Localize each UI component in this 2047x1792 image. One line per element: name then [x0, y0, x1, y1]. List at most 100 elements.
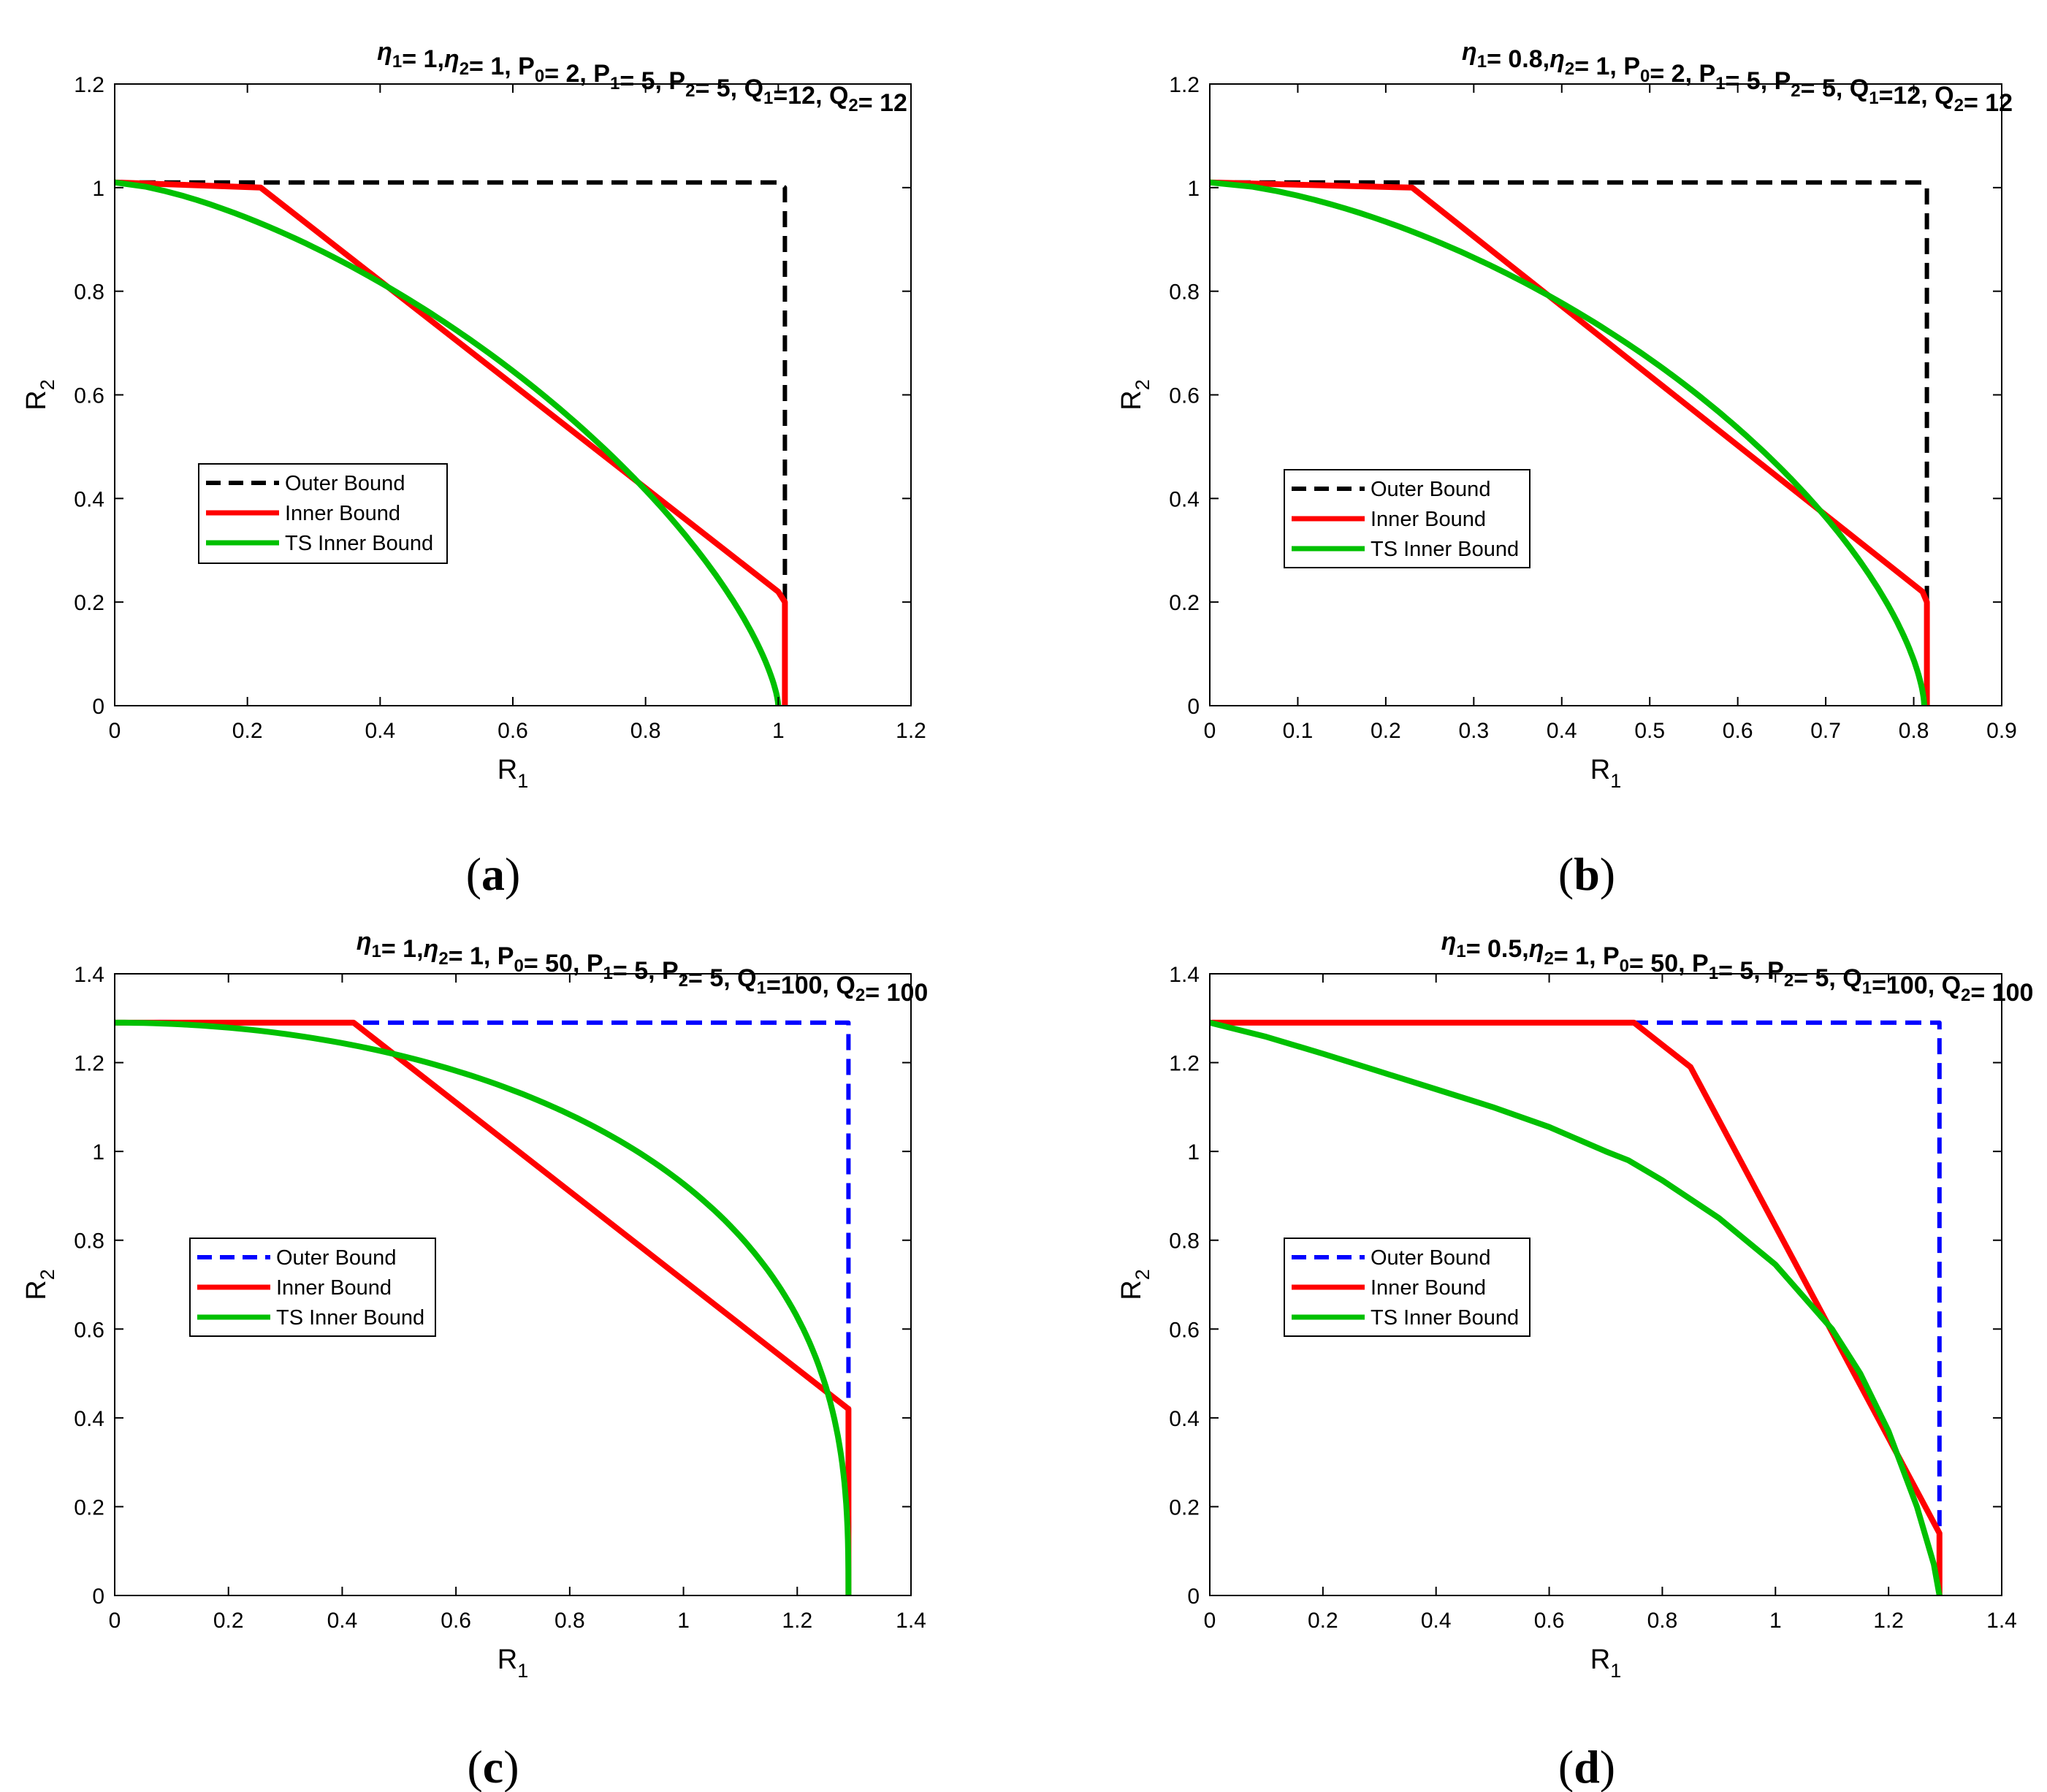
legend-label: Outer Bound — [1371, 1246, 1490, 1270]
y-tick-label: 1 — [1187, 177, 1200, 201]
title-part: = 5, Q — [688, 964, 757, 992]
legend-label: TS Inner Bound — [1371, 538, 1519, 561]
series-line-ts-inner-bound — [114, 179, 782, 706]
x-tick-label: 0 — [109, 719, 121, 743]
legend-label: Outer Bound — [276, 1246, 396, 1270]
title-part: = 1, — [402, 45, 444, 73]
title-subscript: 2 — [1791, 81, 1800, 101]
series-line-ts-inner-bound — [1209, 179, 1927, 706]
legend-label: Outer Bound — [1371, 478, 1490, 501]
legend: Outer Bound Inner Bound TS Inner Bound — [1284, 1238, 1531, 1337]
title-subscript: 2 — [1961, 985, 1970, 1005]
legend-label: TS Inner Bound — [285, 532, 433, 555]
title-part: = 5, Q — [1793, 964, 1862, 992]
y-tick-label: 0.2 — [1169, 591, 1200, 615]
title-subscript: 0 — [1640, 66, 1650, 86]
title-subscript: 2 — [1565, 59, 1574, 79]
y-tick-label: 0.2 — [74, 591, 104, 615]
title-subscript: 0 — [1620, 956, 1629, 976]
title-part: η — [1441, 928, 1457, 956]
y-tick-label: 1.4 — [74, 963, 104, 987]
title-part: =100, Q — [1872, 972, 1961, 999]
title-part: η — [377, 38, 392, 66]
title-part: = 2, P — [544, 60, 610, 88]
y-tick-label: 0.6 — [74, 384, 104, 408]
x-tick-label: 0.7 — [1810, 719, 1841, 743]
title-part: = 5, P — [620, 67, 685, 95]
panel-b: η1= 0.8,η2= 1, P0= 2, P1= 5, P2= 5, Q1=1… — [1116, 38, 2017, 900]
series-line-outer-bound — [115, 1020, 851, 1595]
x-tick-label: 0.4 — [365, 719, 395, 743]
x-tick-label: 0.8 — [1647, 1609, 1678, 1633]
title-part: = 0.5, — [1466, 935, 1529, 963]
x-tick-label: 1 — [1769, 1609, 1782, 1633]
y-axis-label: R2 — [21, 379, 58, 410]
y-tick-label: 0 — [92, 695, 104, 719]
x-tick-label: 1.2 — [1873, 1609, 1904, 1633]
title-part: η — [1462, 38, 1477, 66]
title-subscript: 2 — [1954, 96, 1964, 115]
title-subscript: 0 — [514, 956, 523, 976]
title-subscript: 1 — [1477, 52, 1487, 72]
title-part: = 5, Q — [1801, 75, 1869, 102]
x-tick-label: 0.2 — [232, 719, 263, 743]
x-tick-label: 1.2 — [782, 1609, 812, 1633]
title-subscript: 2 — [848, 96, 858, 115]
title-part: = 12 — [858, 89, 907, 117]
title-part: = 1, — [381, 935, 424, 963]
x-axis-label: R1 — [498, 755, 528, 792]
series-line-ts-inner-bound — [115, 1019, 852, 1596]
y-tick-label: 0.6 — [1169, 384, 1200, 408]
x-axis-label: R1 — [498, 1644, 528, 1682]
title-part: η — [1529, 935, 1544, 963]
title-part: =12, Q — [1879, 82, 1954, 110]
x-tick-label: 0.1 — [1283, 719, 1314, 743]
title-part: = 5, Q — [695, 75, 763, 102]
x-tick-label: 0.2 — [1308, 1609, 1338, 1633]
y-tick-label: 0.4 — [1169, 487, 1200, 511]
y-axis-label: R2 — [1116, 1269, 1154, 1300]
title-subscript: 1 — [757, 978, 766, 998]
title-subscript: 2 — [855, 985, 865, 1005]
x-tick-label: 0.9 — [1986, 719, 2017, 743]
title-subscript: 1 — [763, 88, 773, 108]
y-tick-label: 0.8 — [1169, 1229, 1200, 1254]
y-tick-label: 1 — [92, 177, 104, 201]
y-tick-label: 0.4 — [74, 1407, 104, 1431]
panel-c: η1= 1,η2= 1, P0= 50, P1= 5, P2= 5, Q1=10… — [21, 928, 928, 1792]
legend-label: Outer Bound — [285, 472, 405, 495]
chart-title: η1= 0.5,η2= 1, P0= 50, P1= 5, P2= 5, Q1=… — [1441, 928, 2034, 1007]
title-part: =12, Q — [773, 82, 848, 110]
panel-d: η1= 0.5,η2= 1, P0= 50, P1= 5, P2= 5, Q1=… — [1116, 928, 2033, 1792]
x-tick-label: 0.8 — [630, 719, 661, 743]
plot-frame — [1209, 973, 2002, 1596]
y-tick-label: 1 — [92, 1140, 104, 1164]
x-tick-label: 0 — [1204, 719, 1216, 743]
series-line-outer-bound — [115, 180, 788, 706]
y-tick-label: 0.8 — [74, 1229, 104, 1254]
title-subscript: 1 — [1862, 978, 1872, 998]
x-axis-label: R1 — [1590, 755, 1621, 792]
x-tick-label: 0.5 — [1634, 719, 1665, 743]
x-tick-label: 0.6 — [441, 1609, 471, 1633]
title-subscript: 1 — [1456, 942, 1465, 961]
x-tick-label: 0 — [109, 1609, 121, 1633]
series-line-inner-bound — [1209, 179, 1930, 706]
legend-label: TS Inner Bound — [1371, 1306, 1519, 1330]
panel-label: (b) — [1558, 848, 1615, 900]
title-part: = 1, P — [469, 53, 535, 80]
x-tick-label: 0.2 — [213, 1609, 244, 1633]
x-tick-label: 0.4 — [1547, 719, 1577, 743]
title-part: =100, Q — [766, 972, 855, 999]
chart-title: η1= 0.8,η2= 1, P0= 2, P1= 5, P2= 5, Q1=1… — [1462, 38, 2013, 117]
title-subscript: 0 — [535, 66, 544, 86]
title-subscript: 1 — [1869, 88, 1878, 108]
y-tick-label: 1 — [1187, 1140, 1200, 1164]
legend-label: Inner Bound — [285, 502, 400, 525]
legend-label: Inner Bound — [1371, 508, 1486, 531]
x-tick-label: 0.3 — [1458, 719, 1489, 743]
title-part: = 12 — [1964, 89, 2013, 117]
series-line-outer-bound — [1210, 180, 1929, 706]
x-tick-label: 0.6 — [1534, 1609, 1565, 1633]
x-tick-label: 1.2 — [896, 719, 926, 743]
